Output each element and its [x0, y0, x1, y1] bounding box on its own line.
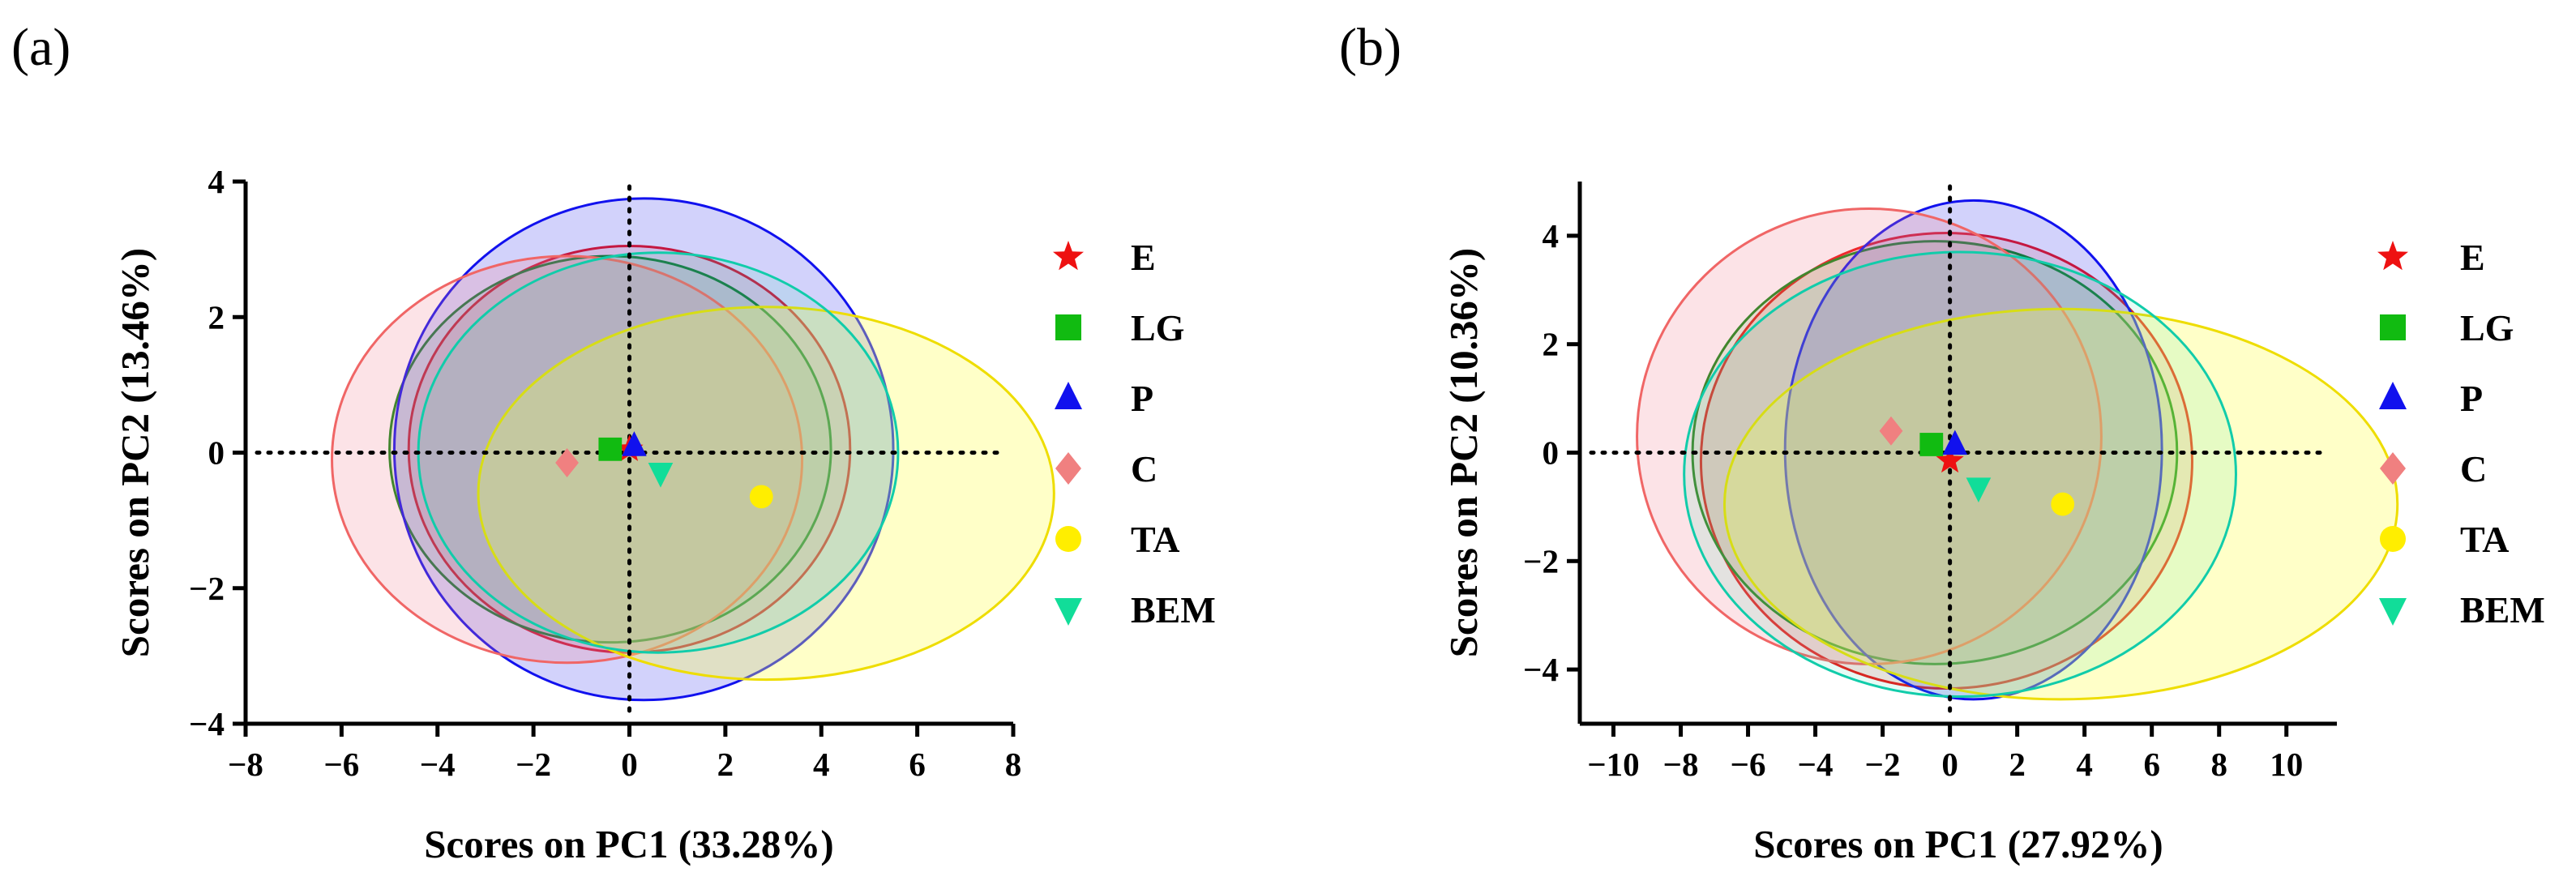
legend-marker-e: [2377, 241, 2408, 271]
panel-label: (a): [11, 18, 71, 77]
ellipse-group: [331, 197, 1055, 702]
y-axis-title: Scores on PC2 (13.46%): [113, 248, 157, 657]
legend-marker-p: [1055, 382, 1082, 409]
legend-marker-c: [1055, 452, 1081, 485]
data-point-bem: [648, 462, 674, 488]
legend-label-e: E: [1131, 237, 1156, 278]
x-tick-label: −4: [420, 746, 456, 783]
x-tick-label: −6: [323, 746, 359, 783]
data-point-e: [1936, 446, 1964, 473]
x-tick-label: 8: [1005, 746, 1022, 783]
legend-label-bem: BEM: [2460, 589, 2545, 631]
x-tick-label: 10: [2270, 746, 2303, 783]
y-tick-label: −2: [1523, 542, 1559, 579]
x-tick-label: 0: [1941, 746, 1958, 783]
confidence-ellipse-p: [392, 197, 895, 702]
x-tick-label: 2: [717, 746, 734, 783]
x-tick-label: 4: [2076, 746, 2093, 783]
y-tick-label: −4: [1523, 651, 1559, 688]
x-tick-label: 2: [2009, 746, 2026, 783]
data-point-c: [555, 448, 579, 478]
y-tick-label: 4: [1543, 217, 1560, 254]
legend-marker-c: [2380, 452, 2406, 485]
legend-label-e: E: [2460, 237, 2485, 278]
x-axis-title: Scores on PC1 (27.92%): [1753, 822, 2163, 866]
legend-label-c: C: [2460, 448, 2487, 490]
legend: E LG PC TA BEM: [2377, 237, 2545, 631]
data-point-c: [1879, 416, 1903, 446]
y-tick-label: 0: [208, 434, 225, 472]
legend-label-p: P: [2460, 378, 2483, 419]
legend: E LG PC TA BEM: [1053, 237, 1216, 631]
legend-marker-ta: [1055, 526, 1081, 552]
x-tick-label: −6: [1731, 746, 1766, 783]
panel-a: (a) −8 −6 −4 −2 0 2 4 6 8 −4 −2 0 2 4 Scores on PC1 (33…: [11, 18, 1216, 866]
data-point-lg: [598, 437, 623, 461]
y-tick-label: 4: [208, 163, 225, 200]
x-tick-label: 0: [621, 746, 638, 783]
x-tick-label: −2: [1865, 746, 1901, 783]
legend-label-bem: BEM: [1131, 589, 1216, 631]
ellipse-group: [1636, 199, 2399, 701]
x-tick-label: −8: [1663, 746, 1699, 783]
data-point-ta: [2051, 492, 2075, 516]
x-tick-label: −2: [516, 746, 551, 783]
confidence-ellipse-bem: [1683, 250, 2237, 699]
data-point-ta: [749, 485, 773, 509]
data-point-lg: [1919, 433, 1944, 456]
legend-marker-lg: [2380, 314, 2406, 340]
legend-marker-bem: [1055, 598, 1082, 626]
data-point-p: [622, 431, 647, 456]
y-tick-label: −4: [189, 705, 225, 742]
legend-label-p: P: [1131, 378, 1153, 419]
legend-marker-lg: [1055, 314, 1081, 340]
panel-b: (b) −10 −8 −6 −4 −2 0 2 4 6 8 10 −4 −2 0 2 4 Scores on PC…: [1339, 18, 2545, 866]
x-tick-label: −4: [1798, 746, 1834, 783]
legend-label-lg: LG: [1131, 307, 1184, 348]
legend-label-ta: TA: [2460, 519, 2510, 560]
confidence-ellipse-p: [1783, 199, 2163, 701]
y-tick-label: −2: [189, 570, 225, 607]
legend-marker-p: [2379, 382, 2407, 409]
data-point-p: [1942, 430, 1968, 455]
legend-label-ta: TA: [1131, 519, 1180, 560]
x-tick-label: −8: [228, 746, 263, 783]
y-axis-title: Scores on PC2 (10.36%): [1441, 248, 1486, 657]
legend-marker-bem: [2379, 598, 2407, 626]
y-tick-label: 2: [208, 298, 225, 336]
legend-marker-e: [1053, 241, 1084, 271]
data-point-bem: [1966, 477, 1992, 502]
y-tick-label: 2: [1543, 326, 1560, 363]
x-axis-title: Scores on PC1 (33.28%): [424, 822, 833, 866]
y-tick-label: 0: [1543, 434, 1560, 472]
x-tick-label: −10: [1587, 746, 1639, 783]
x-tick-label: 6: [909, 746, 926, 783]
x-tick-label: 8: [2210, 746, 2227, 783]
x-tick-label: 6: [2143, 746, 2160, 783]
legend-label-lg: LG: [2460, 307, 2514, 348]
legend-label-c: C: [1131, 448, 1157, 490]
legend-marker-ta: [2380, 526, 2406, 552]
x-tick-label: 4: [813, 746, 830, 783]
panel-label: (b): [1339, 18, 1401, 77]
